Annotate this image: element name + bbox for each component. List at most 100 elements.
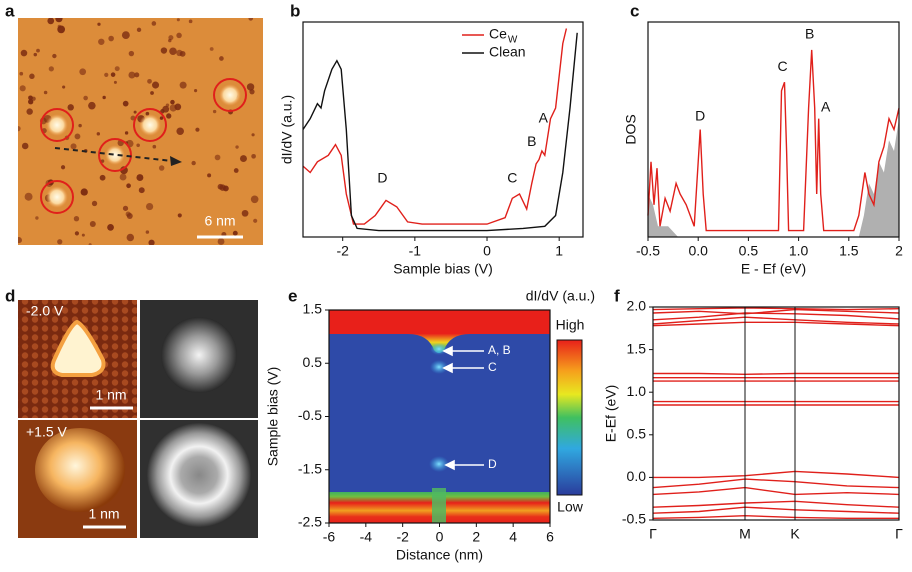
heatmap (329, 310, 583, 523)
annotation: A (821, 99, 831, 115)
legend-label: Ce (489, 26, 507, 42)
texture (18, 125, 21, 132)
texture (96, 132, 101, 136)
texture (162, 105, 170, 113)
texture (138, 187, 145, 194)
texture (217, 238, 225, 245)
x-tick-label: 0.5 (739, 243, 759, 259)
y-tick-label: -1.5 (298, 460, 322, 476)
texture (209, 47, 214, 51)
texture (48, 66, 54, 72)
x-tick-label: -0.5 (636, 243, 660, 259)
texture (219, 184, 226, 191)
texture (28, 99, 34, 105)
colorbar-label: Low (557, 499, 584, 515)
texture (194, 89, 198, 93)
x-tick-label: 0 (483, 243, 491, 259)
plot-frame (302, 21, 584, 238)
panel-letter: e (288, 286, 297, 305)
texture (81, 233, 85, 237)
y-tick-label: -0.5 (622, 511, 646, 527)
texture (119, 173, 127, 181)
texture (158, 165, 165, 171)
texture (20, 49, 28, 57)
texture (233, 168, 239, 173)
panel-letter: f (614, 286, 620, 305)
texture (88, 101, 96, 110)
texture (169, 47, 177, 56)
annotation: A (539, 109, 549, 125)
texture (55, 18, 63, 23)
texture (124, 131, 129, 135)
texture (24, 192, 33, 201)
texture (98, 38, 105, 46)
x-tick-label: K (790, 526, 800, 542)
y-tick-label: -2.5 (298, 514, 322, 530)
texture (19, 71, 24, 76)
texture (145, 230, 150, 234)
bias-label: +1.5 V (26, 424, 68, 440)
texture (251, 153, 256, 159)
y-tick-label: 1.0 (627, 383, 647, 399)
y-axis-label: dI/dV (a.u.) (279, 95, 295, 164)
texture (191, 160, 196, 166)
texture (176, 18, 180, 22)
x-tick-label: -2 (396, 529, 409, 545)
x-tick-label: 0 (436, 529, 444, 545)
annotation: C (507, 170, 517, 186)
texture (122, 100, 129, 107)
texture (114, 66, 120, 72)
texture (170, 99, 175, 105)
line (652, 486, 900, 496)
texture (147, 78, 152, 84)
texture (74, 133, 81, 140)
line (653, 470, 900, 479)
texture (102, 95, 106, 100)
x-tick-label: 1.5 (839, 243, 859, 259)
texture (88, 243, 92, 245)
texture (165, 103, 170, 107)
texture (36, 48, 40, 53)
x-tick-label: -2 (336, 243, 349, 259)
annotation: D (695, 107, 705, 123)
texture (168, 38, 172, 43)
line (652, 312, 900, 321)
texture (122, 205, 129, 211)
texture (246, 83, 255, 91)
y-tick-label: 1.5 (303, 301, 323, 317)
area (648, 118, 899, 237)
texture (83, 95, 88, 101)
texture (188, 19, 193, 24)
texture (70, 143, 77, 150)
texture (33, 52, 38, 57)
x-tick-label: -1 (409, 243, 422, 259)
panel-letter: c (630, 1, 639, 20)
texture (21, 142, 29, 150)
x-tick-label: M (739, 526, 751, 542)
texture (176, 127, 184, 136)
texture (89, 221, 96, 228)
texture (176, 32, 182, 39)
x-tick-label: 2 (472, 529, 480, 545)
legend-label: Clean (489, 44, 526, 60)
bias-label: -2.0 V (26, 303, 64, 319)
texture (120, 166, 128, 175)
texture (57, 239, 63, 245)
texture (126, 183, 131, 189)
texture (19, 85, 26, 92)
texture (121, 31, 130, 40)
texture (145, 202, 154, 211)
line (652, 506, 900, 514)
x-tick-label: 2 (895, 243, 903, 259)
plot-frame (652, 306, 900, 521)
plot-frame (647, 21, 900, 238)
texture (207, 173, 212, 178)
stm-tiles (18, 300, 258, 538)
line (652, 321, 900, 327)
texture (57, 24, 62, 29)
texture (214, 154, 221, 161)
x-tick-label: 6 (546, 529, 554, 545)
x-tick-label: 1 (555, 243, 563, 259)
texture (62, 85, 66, 89)
